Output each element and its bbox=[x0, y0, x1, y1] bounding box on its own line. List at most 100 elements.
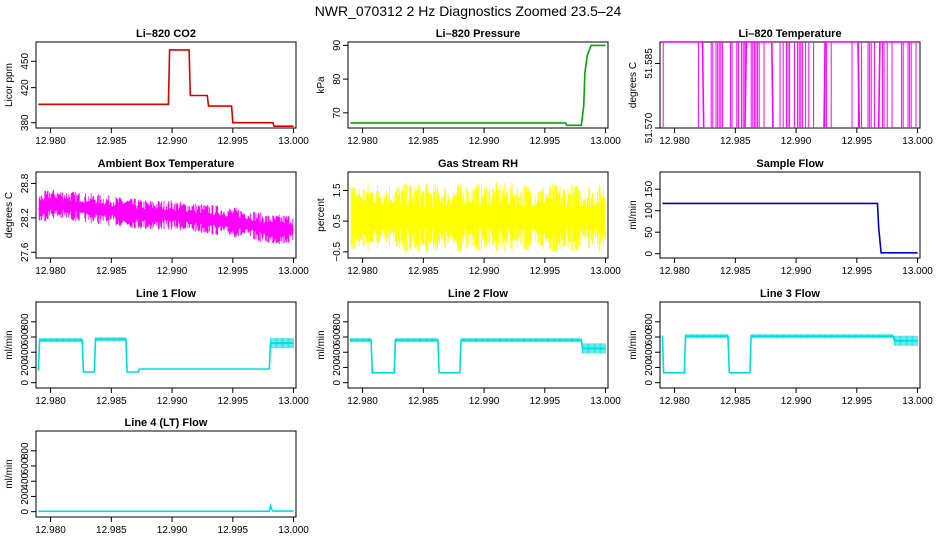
panel-title: Line 1 Flow bbox=[136, 288, 196, 300]
x-tick-label: 12.985 bbox=[408, 136, 439, 147]
x-tick-label: 12.990 bbox=[157, 525, 188, 536]
y-tick-label: 200 bbox=[20, 359, 31, 376]
y-tick-label: 80 bbox=[332, 73, 343, 85]
x-tick-label: 13.000 bbox=[902, 136, 933, 147]
y-tick-label: 600 bbox=[20, 457, 31, 474]
x-tick-label: 13.000 bbox=[590, 136, 621, 147]
panel-title: Gas Stream RH bbox=[438, 158, 518, 170]
panel-4: Ambient Box Temperature 12.980 12.985 12.99… bbox=[4, 158, 309, 277]
x-tick-label: 12.985 bbox=[96, 136, 127, 147]
y-tick-label: 0 bbox=[20, 379, 31, 385]
y-tick-label: 0 bbox=[332, 379, 343, 385]
series-toggles bbox=[662, 42, 917, 128]
x-tick-label: 12.980 bbox=[659, 136, 690, 147]
panel-title: Sample Flow bbox=[756, 158, 824, 170]
x-tick-label: 12.995 bbox=[218, 396, 249, 407]
panel-title: Li–820 Temperature bbox=[738, 28, 841, 40]
x-tick-label: 12.995 bbox=[842, 396, 873, 407]
series-line bbox=[38, 502, 294, 513]
x-tick-label: 12.985 bbox=[408, 396, 439, 407]
x-tick-label: 12.990 bbox=[157, 136, 188, 147]
x-tick-label: 12.995 bbox=[842, 266, 873, 277]
panel-10: Line 4 (LT) Flow 12.980 12.985 12.990 12.995… bbox=[4, 417, 309, 536]
plot-frame bbox=[659, 301, 921, 389]
x-tick-label: 12.995 bbox=[842, 136, 873, 147]
series-line bbox=[37, 338, 294, 373]
x-tick-label: 13.000 bbox=[590, 396, 621, 407]
y-tick-label: 27.6 bbox=[20, 242, 31, 262]
series-wiggle bbox=[39, 337, 294, 349]
series-wiggle bbox=[685, 334, 918, 346]
x-tick-label: 12.995 bbox=[530, 266, 561, 277]
x-tick-label: 12.985 bbox=[720, 266, 751, 277]
y-axis-label: ml/min bbox=[628, 330, 639, 359]
x-tick-label: 12.990 bbox=[469, 136, 500, 147]
panel-title: Line 4 (LT) Flow bbox=[125, 417, 208, 429]
x-tick-label: 12.980 bbox=[347, 136, 378, 147]
x-tick-label: 12.990 bbox=[781, 136, 812, 147]
x-tick-label: 12.980 bbox=[659, 266, 690, 277]
x-tick-label: 13.000 bbox=[278, 525, 309, 536]
x-tick-label: 12.990 bbox=[157, 396, 188, 407]
x-tick-label: 12.980 bbox=[35, 136, 66, 147]
x-tick-label: 12.990 bbox=[469, 266, 500, 277]
series-wiggle bbox=[350, 338, 606, 354]
plot-frame bbox=[347, 41, 609, 129]
y-tick-label: 420 bbox=[20, 79, 31, 96]
plot-frame bbox=[35, 41, 297, 129]
y-tick-label: 400 bbox=[332, 343, 343, 360]
y-tick-label: 0 bbox=[644, 250, 655, 256]
y-tick-label: 28.2 bbox=[20, 208, 31, 228]
y-tick-label: 400 bbox=[20, 343, 31, 360]
panel-title: Line 3 Flow bbox=[760, 288, 820, 300]
x-tick-label: 12.980 bbox=[35, 396, 66, 407]
y-tick-label: 800 bbox=[332, 313, 343, 330]
panel-3: Li–820 Temperature 12.980 12.985 12.990 12.9… bbox=[628, 28, 933, 147]
panel-8: Line 2 Flow 12.980 12.985 12.990 12.995 13.00… bbox=[316, 288, 621, 407]
figure-title: NWR_070312 2 Hz Diagnostics Zoomed 23.5–… bbox=[314, 3, 622, 19]
y-tick-label: 50 bbox=[644, 226, 655, 238]
x-tick-label: 13.000 bbox=[278, 136, 309, 147]
plot-frame bbox=[347, 301, 609, 389]
x-tick-label: 12.995 bbox=[218, 525, 249, 536]
x-tick-label: 12.980 bbox=[35, 525, 66, 536]
y-tick-label: 150 bbox=[644, 180, 655, 197]
y-tick-label: 600 bbox=[332, 328, 343, 345]
panel-2: Li–820 Pressure 12.980 12.985 12.990 12.995 1… bbox=[316, 28, 621, 147]
y-tick-label: 800 bbox=[644, 313, 655, 330]
panel-6: Sample Flow 12.980 12.985 12.990 12.995 13.00… bbox=[628, 158, 933, 277]
y-tick-label: 100 bbox=[644, 202, 655, 219]
y-tick-label: 800 bbox=[20, 313, 31, 330]
y-tick-label: 28.8 bbox=[20, 173, 31, 193]
y-tick-label: 400 bbox=[20, 472, 31, 489]
panel-title: Li–820 CO2 bbox=[136, 28, 196, 40]
x-tick-label: 12.990 bbox=[781, 266, 812, 277]
y-tick-label: 200 bbox=[332, 359, 343, 376]
series-line bbox=[662, 202, 918, 254]
panel-1: Li–820 CO2 12.980 12.985 12.990 12.995 13.000… bbox=[4, 28, 309, 147]
y-tick-label: 200 bbox=[20, 488, 31, 505]
y-axis-label: ml/min bbox=[628, 200, 639, 229]
y-tick-label: 400 bbox=[644, 343, 655, 360]
series-line bbox=[38, 49, 294, 127]
x-tick-label: 12.995 bbox=[218, 136, 249, 147]
x-tick-label: 12.990 bbox=[469, 396, 500, 407]
plot-frame bbox=[35, 430, 297, 518]
y-tick-label: 0 bbox=[644, 379, 655, 385]
x-tick-label: 12.980 bbox=[347, 266, 378, 277]
panel-title: Li–820 Pressure bbox=[436, 28, 520, 40]
x-tick-label: 13.000 bbox=[902, 396, 933, 407]
y-axis-label: degrees C bbox=[4, 192, 15, 238]
y-axis-label: Licor ppm bbox=[4, 63, 15, 107]
y-tick-label: 600 bbox=[644, 328, 655, 345]
y-axis-label: kPa bbox=[316, 76, 327, 94]
x-tick-label: 13.000 bbox=[278, 396, 309, 407]
series-line bbox=[661, 335, 918, 374]
x-tick-label: 12.980 bbox=[347, 396, 378, 407]
panel-title: Line 2 Flow bbox=[448, 288, 508, 300]
x-tick-label: 12.980 bbox=[35, 266, 66, 277]
y-tick-label: 90 bbox=[332, 39, 343, 51]
y-tick-label: 380 bbox=[20, 114, 31, 131]
x-tick-label: 12.980 bbox=[659, 396, 690, 407]
x-tick-label: 12.985 bbox=[96, 266, 127, 277]
